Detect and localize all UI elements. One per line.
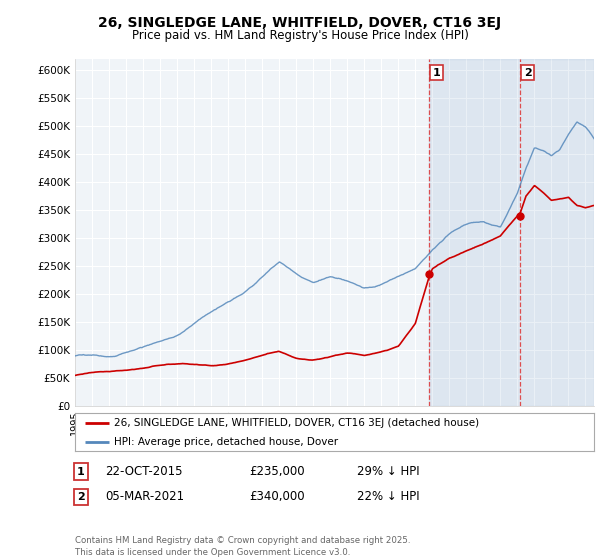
Text: 2: 2 (524, 68, 532, 78)
Bar (429, 59, 594, 406)
Text: Price paid vs. HM Land Registry's House Price Index (HPI): Price paid vs. HM Land Registry's House … (131, 29, 469, 42)
Text: 05-MAR-2021: 05-MAR-2021 (105, 490, 184, 503)
Text: 2: 2 (77, 492, 85, 502)
Text: Contains HM Land Registry data © Crown copyright and database right 2025.
This d: Contains HM Land Registry data © Crown c… (75, 536, 410, 557)
Text: £235,000: £235,000 (249, 465, 305, 478)
Text: 1: 1 (433, 68, 440, 78)
Text: 26, SINGLEDGE LANE, WHITFIELD, DOVER, CT16 3EJ: 26, SINGLEDGE LANE, WHITFIELD, DOVER, CT… (98, 16, 502, 30)
Text: 22-OCT-2015: 22-OCT-2015 (105, 465, 182, 478)
Text: 29% ↓ HPI: 29% ↓ HPI (357, 465, 419, 478)
Text: 1: 1 (77, 466, 85, 477)
Text: 22% ↓ HPI: 22% ↓ HPI (357, 490, 419, 503)
Text: 26, SINGLEDGE LANE, WHITFIELD, DOVER, CT16 3EJ (detached house): 26, SINGLEDGE LANE, WHITFIELD, DOVER, CT… (114, 418, 479, 428)
Text: HPI: Average price, detached house, Dover: HPI: Average price, detached house, Dove… (114, 437, 338, 447)
Text: £340,000: £340,000 (249, 490, 305, 503)
